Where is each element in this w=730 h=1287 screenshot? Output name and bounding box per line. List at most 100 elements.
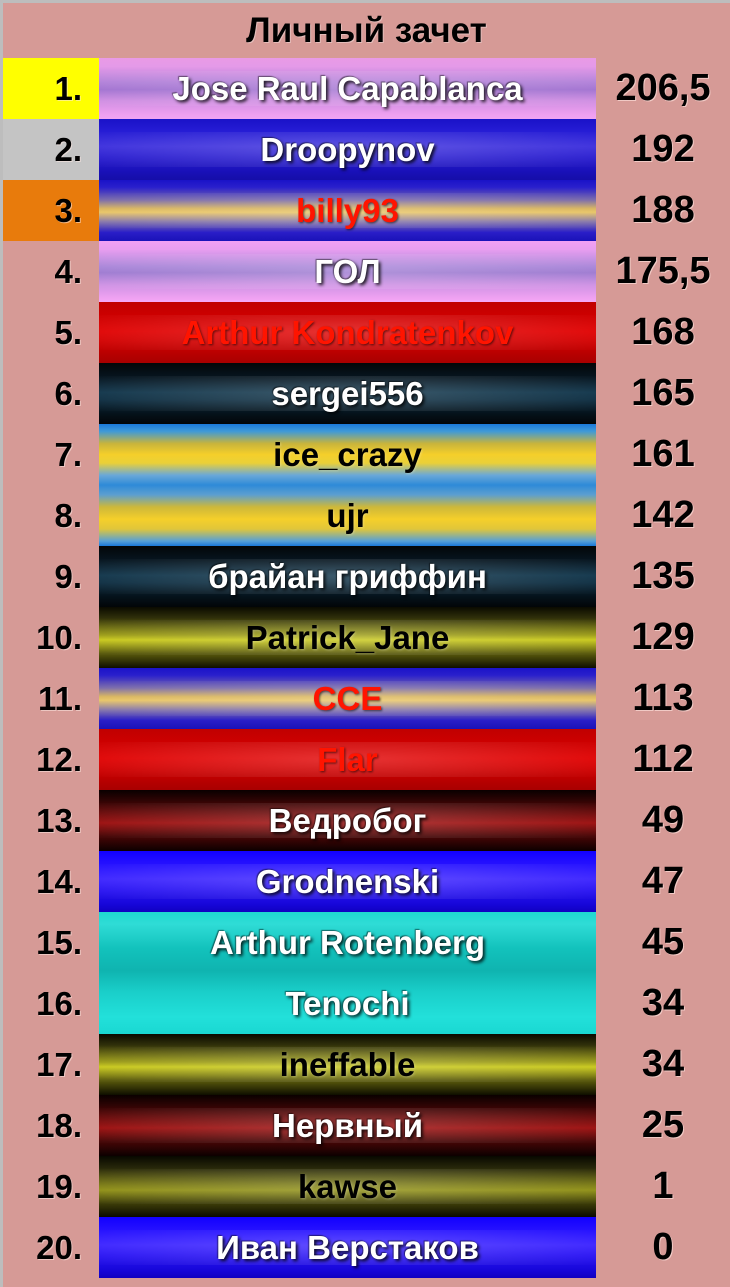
name-cell-background <box>99 241 596 302</box>
table-row[interactable]: 8. ujr 142 <box>3 485 730 546</box>
rank-cell: 14. <box>3 851 99 912</box>
player-name-cell[interactable]: sergei556 <box>99 363 596 424</box>
player-name-label: Arthur Kondratenkov <box>181 314 514 351</box>
name-cell-background <box>99 790 596 851</box>
player-name-cell[interactable]: ineffable <box>99 1034 596 1095</box>
table-row[interactable]: 13. Ведробог 49 <box>3 790 730 851</box>
table-row[interactable]: 4. ГОЛ 175,5 <box>3 241 730 302</box>
player-name-cell[interactable]: Droopynov <box>99 119 596 180</box>
table-row[interactable]: 11. CCE 113 <box>3 668 730 729</box>
name-cell-background <box>99 729 596 790</box>
table-row[interactable]: 16. Tenochi 34 <box>3 973 730 1034</box>
rank-cell: 15. <box>3 912 99 973</box>
score-cell: 112 <box>596 729 730 790</box>
rank-cell: 7. <box>3 424 99 485</box>
table-row[interactable]: 14. Grodnenski 47 <box>3 851 730 912</box>
player-name-cell[interactable]: Patrick_Jane <box>99 607 596 668</box>
table-row[interactable]: 12. Flar 112 <box>3 729 730 790</box>
score-cell: 113 <box>596 668 730 729</box>
player-name-label: Arthur Rotenberg <box>210 924 485 961</box>
leaderboard-header: Личный зачет <box>3 3 730 58</box>
rank-cell: 19. <box>3 1156 99 1217</box>
player-name-cell[interactable]: billy93 <box>99 180 596 241</box>
rank-cell: 12. <box>3 729 99 790</box>
rank-cell: 20. <box>3 1217 99 1278</box>
table-row[interactable]: 1. Jose Raul Capablanca 206,5 <box>3 58 730 119</box>
player-name-cell[interactable]: Нервный <box>99 1095 596 1156</box>
player-name-label: Grodnenski <box>255 863 440 900</box>
player-name-label: Droopynov <box>260 131 435 168</box>
player-name-cell[interactable]: ice_crazy <box>99 424 596 485</box>
player-name-label: sergei556 <box>271 375 424 412</box>
name-cell-background <box>99 851 596 912</box>
rank-cell: 17. <box>3 1034 99 1095</box>
player-name-cell[interactable]: Tenochi <box>99 973 596 1034</box>
player-name-cell[interactable]: ГОЛ <box>99 241 596 302</box>
table-row[interactable]: 10. Patrick_Jane 129 <box>3 607 730 668</box>
player-name-cell[interactable]: Arthur Kondratenkov <box>99 302 596 363</box>
rank-cell: 5. <box>3 302 99 363</box>
name-cell-background <box>99 58 596 119</box>
rank-cell: 11. <box>3 668 99 729</box>
table-row[interactable]: 20. Иван Верстаков 0 <box>3 1217 730 1278</box>
score-cell: 47 <box>596 851 730 912</box>
player-name-cell[interactable]: Flar <box>99 729 596 790</box>
score-cell: 49 <box>596 790 730 851</box>
player-name-cell[interactable]: ujr <box>99 485 596 546</box>
table-row[interactable]: 2. Droopynov 192 <box>3 119 730 180</box>
table-row[interactable]: 15. Arthur Rotenberg 45 <box>3 912 730 973</box>
player-name-cell[interactable]: CCE <box>99 668 596 729</box>
name-cell-background <box>99 1156 596 1217</box>
player-name-label: Tenochi <box>285 985 410 1022</box>
player-name-cell[interactable]: Иван Верстаков <box>99 1217 596 1278</box>
score-cell: 25 <box>596 1095 730 1156</box>
player-name-label: CCE <box>312 680 383 717</box>
table-row[interactable]: 7. ice_crazy 161 <box>3 424 730 485</box>
rank-cell: 2. <box>3 119 99 180</box>
player-name-cell[interactable]: Grodnenski <box>99 851 596 912</box>
table-row[interactable]: 19. kawse 1 <box>3 1156 730 1217</box>
rank-cell: 16. <box>3 973 99 1034</box>
table-row[interactable]: 17. ineffable 34 <box>3 1034 730 1095</box>
rank-cell: 3. <box>3 180 99 241</box>
table-row[interactable]: 18. Нервный 25 <box>3 1095 730 1156</box>
score-cell: 0 <box>596 1217 730 1278</box>
page-title: Личный зачет <box>246 10 487 50</box>
player-name-label: Иван Верстаков <box>216 1229 479 1266</box>
score-cell: 188 <box>596 180 730 241</box>
score-cell: 165 <box>596 363 730 424</box>
player-name-cell[interactable]: kawse <box>99 1156 596 1217</box>
rank-cell: 1. <box>3 58 99 119</box>
player-name-label: Нервный <box>271 1107 424 1144</box>
rank-cell: 13. <box>3 790 99 851</box>
rank-cell: 18. <box>3 1095 99 1156</box>
player-name-cell[interactable]: Arthur Rotenberg <box>99 912 596 973</box>
player-name-cell[interactable]: брайан гриффин <box>99 546 596 607</box>
name-cell-background <box>99 1095 596 1156</box>
player-name-label: брайан гриффин <box>208 558 487 595</box>
score-cell: 142 <box>596 485 730 546</box>
score-cell: 129 <box>596 607 730 668</box>
score-cell: 34 <box>596 973 730 1034</box>
player-name-cell[interactable]: Jose Raul Capablanca <box>99 58 596 119</box>
score-cell: 34 <box>596 1034 730 1095</box>
name-cell-background <box>99 363 596 424</box>
score-cell: 206,5 <box>596 58 730 119</box>
rank-cell: 4. <box>3 241 99 302</box>
player-name-cell[interactable]: Ведробог <box>99 790 596 851</box>
score-cell: 161 <box>596 424 730 485</box>
table-row[interactable]: 5. Arthur Kondratenkov 168 <box>3 302 730 363</box>
player-name-label: Flar <box>317 741 378 778</box>
name-cell-background <box>99 1217 596 1278</box>
player-name-label: ineffable <box>279 1046 416 1083</box>
name-cell-background <box>99 302 596 363</box>
table-row[interactable]: 6. sergei556 165 <box>3 363 730 424</box>
score-cell: 168 <box>596 302 730 363</box>
ranking-list: 1. Jose Raul Capablanca 206,5 2. Droopynov 19… <box>3 58 730 1278</box>
score-cell: 45 <box>596 912 730 973</box>
table-row[interactable]: 9. брайан гриффин 135 <box>3 546 730 607</box>
table-row[interactable]: 3. billy93 188 <box>3 180 730 241</box>
score-cell: 1 <box>596 1156 730 1217</box>
player-name-label: ice_crazy <box>273 436 422 473</box>
